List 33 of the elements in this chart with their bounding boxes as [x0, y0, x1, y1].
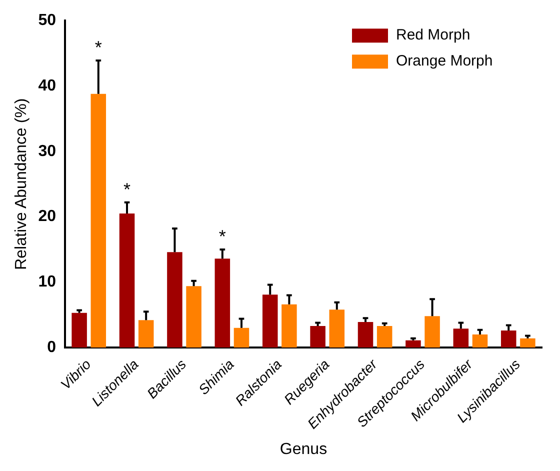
bar: [453, 328, 469, 348]
legend-label: Red Morph: [396, 26, 470, 44]
bar: [472, 334, 488, 348]
y-tick-label: 10: [38, 274, 56, 291]
y-axis-title: Relative Abundance (%): [13, 98, 30, 270]
bar: [376, 326, 392, 348]
y-tick-label: 50: [38, 12, 56, 30]
bar: [167, 252, 182, 348]
bar: [262, 294, 278, 348]
bar: [520, 338, 536, 348]
bar: [282, 304, 297, 348]
bar: [424, 316, 440, 348]
y-tick-label: 30: [38, 142, 56, 160]
data-label: *: [124, 179, 131, 200]
x-axis-title: Genus: [280, 440, 328, 458]
bar: [214, 258, 230, 348]
bar: [358, 322, 374, 348]
legend-label: Orange Morph: [396, 52, 493, 70]
y-tick-label: 40: [38, 77, 56, 94]
bar: [72, 312, 87, 348]
bar: [310, 326, 326, 348]
bar: [500, 330, 516, 348]
bar: [234, 328, 250, 348]
bar: [186, 286, 202, 348]
bar: [138, 320, 154, 348]
bar: [90, 94, 106, 348]
data-label: *: [94, 37, 102, 58]
bar: [329, 310, 345, 348]
y-tick-label: 20: [38, 208, 56, 226]
bar: [119, 213, 135, 348]
data-label: *: [218, 226, 226, 246]
bar: [406, 340, 421, 348]
y-tick-label: 0: [47, 338, 56, 356]
